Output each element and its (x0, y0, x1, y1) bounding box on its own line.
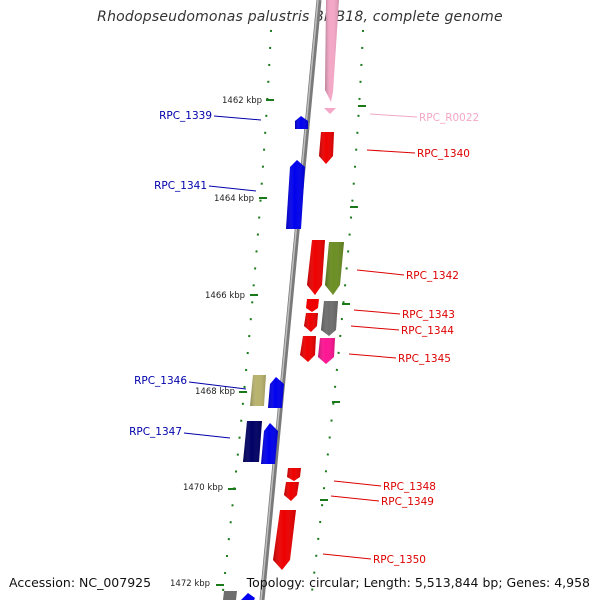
accession-label: Accession: NC_007925 (9, 575, 152, 590)
label-rpc-1349[interactable]: RPC_1349 (381, 496, 434, 508)
gene-rpc-1342[interactable] (307, 240, 325, 295)
label-rpc-1341[interactable]: RPC_1341 (154, 180, 207, 192)
genome-summary: Topology: circular; Length: 5,513,844 bp… (246, 575, 590, 590)
gene-rpc-1347b[interactable] (261, 423, 278, 464)
label-rpc-r0022[interactable]: RPC_R0022 (419, 112, 479, 124)
backbone (259, 0, 322, 600)
tick-label-1464: 1464 kbp (214, 194, 254, 204)
label-rpc-1346[interactable]: RPC_1346 (134, 375, 187, 387)
label-rpc-1348[interactable]: RPC_1348 (383, 481, 436, 493)
label-rpc-1344[interactable]: RPC_1344 (401, 325, 454, 337)
tick-label-1468: 1468 kbp (195, 387, 235, 397)
gene-rpc-r0022[interactable] (324, 0, 339, 114)
forward-strand-genes[interactable] (273, 0, 344, 570)
label-rpc-1342[interactable]: RPC_1342 (406, 270, 459, 282)
gene-rpc-1343[interactable] (304, 299, 319, 332)
gene-rpc-1344b[interactable] (321, 301, 338, 336)
inner-ring-guide (221, 29, 272, 600)
kbp-tick-labels: 1462 kbp 1464 kbp 1466 kbp 1468 kbp 1470… (170, 96, 262, 589)
tick-label-1462: 1462 kbp (222, 96, 262, 106)
gene-rpc-1345b[interactable] (318, 338, 335, 364)
gene-rpc-1340[interactable] (319, 132, 334, 164)
label-rpc-1339[interactable]: RPC_1339 (159, 110, 212, 122)
label-rpc-1350[interactable]: RPC_1350 (373, 554, 426, 566)
genome-title: Rhodopseudomonas palustris BisB18, compl… (97, 9, 503, 25)
gene-rpc-1345[interactable] (300, 336, 316, 362)
label-rpc-1340[interactable]: RPC_1340 (417, 148, 470, 160)
gene-rpc-1346[interactable] (250, 375, 266, 406)
reverse-strand-genes[interactable] (223, 116, 308, 600)
label-rpc-1343[interactable]: RPC_1343 (402, 309, 455, 321)
gene-rpc-1339[interactable] (295, 116, 308, 129)
label-rpc-1347[interactable]: RPC_1347 (129, 426, 182, 438)
tick-label-1466: 1466 kbp (205, 291, 245, 301)
gene-rpc-1347[interactable] (243, 421, 262, 462)
gene-rpc-1349[interactable] (284, 482, 299, 501)
gene-rpc-1350[interactable] (273, 510, 296, 570)
gene-partial-bottom[interactable] (223, 591, 255, 600)
tick-label-1472: 1472 kbp (170, 579, 210, 589)
tick-label-1470: 1470 kbp (183, 483, 223, 493)
gene-rpc-1346b[interactable] (268, 377, 284, 408)
gene-labels-right: RPC_R0022 RPC_1340 RPC_1342 RPC_1343 RPC… (373, 112, 479, 566)
label-rpc-1345[interactable]: RPC_1345 (398, 353, 451, 365)
label-connectors (183, 113, 418, 560)
gene-rpc-1342b[interactable] (325, 242, 344, 295)
gene-rpc-1341[interactable] (286, 160, 305, 229)
gene-rpc-1348[interactable] (287, 468, 301, 481)
kbp-ticks (216, 99, 366, 586)
gene-labels-left: RPC_1339 RPC_1341 RPC_1346 RPC_1347 (129, 110, 212, 438)
